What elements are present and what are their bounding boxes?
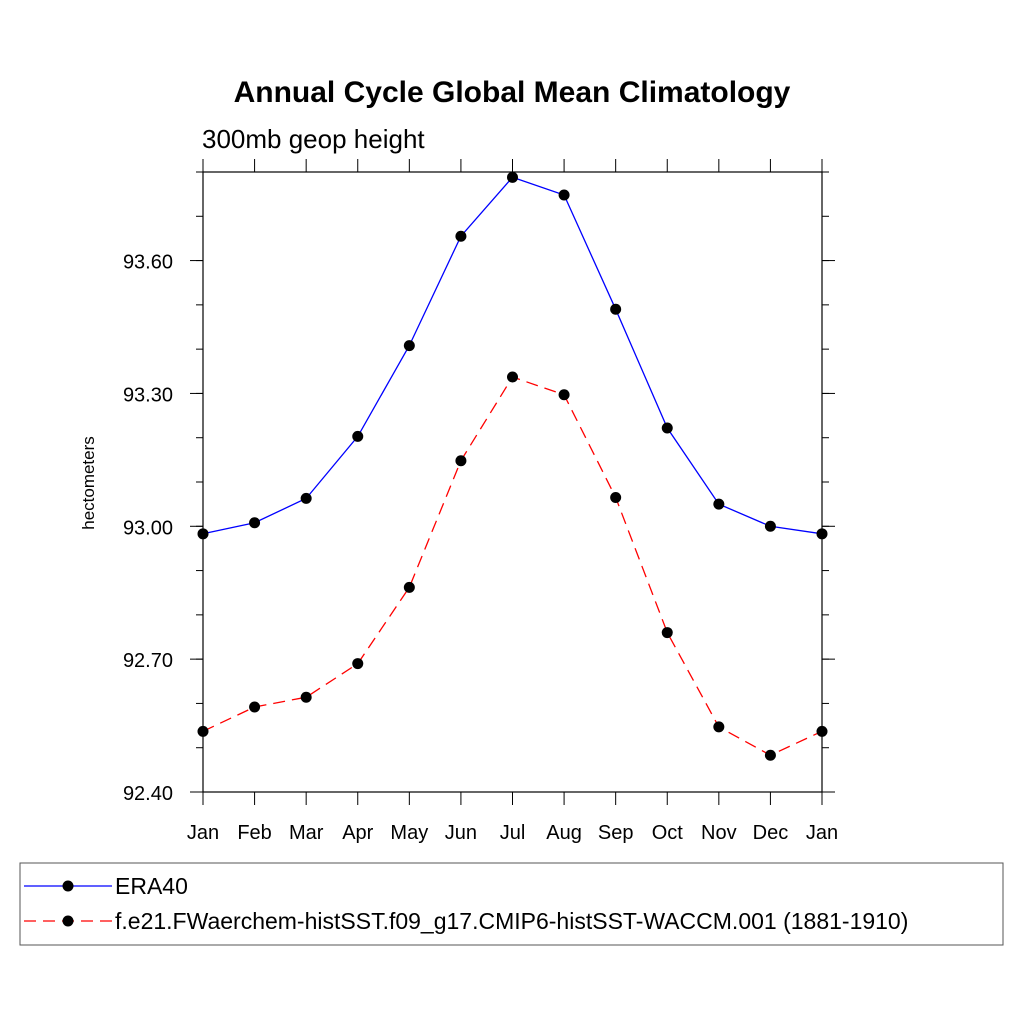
- y-tick-label: 93.30: [123, 384, 173, 406]
- data-point: [713, 498, 725, 510]
- data-point: [455, 455, 467, 467]
- legend: ERA40 f.e21.FWaerchem-histSST.f09_g17.CMI…: [19, 862, 1004, 946]
- chart-title: Annual Cycle Global Mean Climatology: [234, 76, 791, 109]
- x-tick-label: Jul: [500, 822, 526, 844]
- x-tick-label: Jan: [806, 822, 838, 844]
- x-tick-label: Oct: [652, 822, 684, 844]
- x-tick-label: Jun: [445, 822, 477, 844]
- data-point: [455, 230, 467, 242]
- x-tick-label: Feb: [237, 822, 271, 844]
- axes: Jan Feb Mar Apr May Jun Jul Aug Sep Oct Nov Dec Jan 9…: [123, 159, 838, 844]
- chart-subtitle: 300mb geop height: [202, 124, 425, 154]
- data-point: [507, 371, 518, 383]
- series-layer: [197, 171, 828, 761]
- data-point: [249, 517, 261, 529]
- data-point: [661, 422, 673, 434]
- data-point: [352, 430, 364, 442]
- x-tick-label: Apr: [342, 822, 373, 844]
- data-point: [507, 171, 518, 183]
- data-point: [610, 303, 622, 315]
- legend-label: ERA40: [115, 873, 188, 899]
- data-point: [352, 658, 364, 670]
- x-tick-label: Dec: [753, 822, 789, 844]
- y-tick-label: 93.60: [123, 252, 173, 274]
- data-point: [610, 492, 622, 503]
- data-point: [713, 721, 725, 733]
- legend-marker: [62, 880, 74, 892]
- y-tick-label: 93.00: [123, 517, 173, 539]
- data-point: [197, 725, 209, 737]
- data-point: [558, 189, 570, 201]
- x-tick-label: May: [390, 822, 428, 844]
- x-tick-label: Nov: [701, 822, 737, 844]
- x-tick-label: Sep: [598, 822, 634, 844]
- x-tick-label: Aug: [546, 822, 582, 844]
- data-point: [403, 340, 415, 352]
- data-point: [764, 520, 776, 532]
- legend-marker: [62, 915, 74, 927]
- y-tick-label: 92.70: [123, 650, 173, 672]
- series-group: [197, 371, 828, 761]
- data-point: [300, 492, 312, 504]
- data-point: [661, 627, 673, 639]
- data-point: [300, 691, 312, 703]
- x-tick-label: Jan: [187, 822, 219, 844]
- data-point: [249, 701, 261, 713]
- series-group: [197, 171, 828, 540]
- series-line: [202, 176, 823, 535]
- data-point: [764, 749, 776, 761]
- data-point: [197, 528, 209, 540]
- data-point: [558, 389, 570, 401]
- data-point: [403, 581, 415, 593]
- legend-box: [19, 862, 1004, 946]
- data-point: [816, 528, 828, 540]
- x-tick-label: Mar: [289, 822, 324, 844]
- series-line: [202, 376, 823, 756]
- y-tick-label: 92.40: [123, 783, 173, 805]
- data-point: [816, 725, 828, 737]
- y-axis-label: hectometers: [79, 436, 98, 530]
- legend-label: f.e21.FWaerchem-histSST.f09_g17.CMIP6-hi…: [115, 908, 908, 934]
